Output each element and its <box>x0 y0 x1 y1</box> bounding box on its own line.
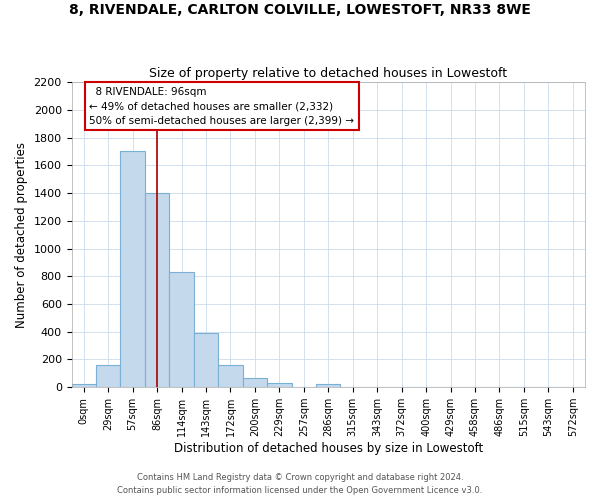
Bar <box>121 152 145 387</box>
Bar <box>267 383 292 387</box>
Bar <box>96 365 121 387</box>
Y-axis label: Number of detached properties: Number of detached properties <box>15 142 28 328</box>
Text: Contains HM Land Registry data © Crown copyright and database right 2024.
Contai: Contains HM Land Registry data © Crown c… <box>118 474 482 495</box>
X-axis label: Distribution of detached houses by size in Lowestoft: Distribution of detached houses by size … <box>173 442 483 455</box>
Text: 8, RIVENDALE, CARLTON COLVILLE, LOWESTOFT, NR33 8WE: 8, RIVENDALE, CARLTON COLVILLE, LOWESTOF… <box>69 2 531 16</box>
Bar <box>71 384 96 387</box>
Bar <box>169 272 194 387</box>
Bar <box>242 378 267 387</box>
Bar <box>194 333 218 387</box>
Text: 8 RIVENDALE: 96sqm  
← 49% of detached houses are smaller (2,332)
50% of semi-de: 8 RIVENDALE: 96sqm ← 49% of detached hou… <box>89 86 355 126</box>
Title: Size of property relative to detached houses in Lowestoft: Size of property relative to detached ho… <box>149 66 508 80</box>
Bar <box>218 365 242 387</box>
Bar <box>145 193 169 387</box>
Bar <box>316 384 340 387</box>
